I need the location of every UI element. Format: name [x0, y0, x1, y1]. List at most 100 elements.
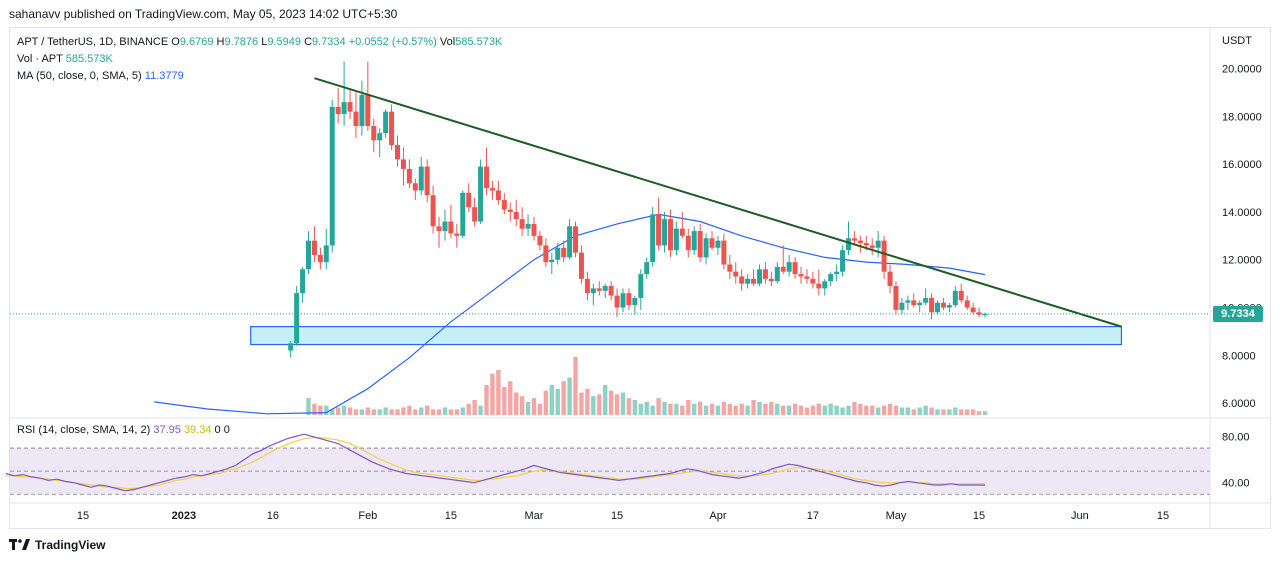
volume-bar	[579, 392, 584, 415]
volume-bar	[976, 411, 982, 415]
volume-bar	[697, 401, 703, 415]
volume-bar	[822, 405, 827, 415]
candle-body	[573, 226, 579, 253]
volume-bar	[407, 405, 412, 415]
candle-body	[578, 252, 584, 279]
symbol-label[interactable]: APT / TetherUS, 1D, BINANCE	[17, 36, 169, 48]
candle-body	[721, 240, 727, 265]
volume-bar	[875, 407, 881, 415]
volume-bar	[448, 409, 454, 415]
volume-bar	[614, 394, 620, 415]
volume-bar	[395, 409, 400, 415]
volume-bar	[347, 407, 353, 415]
volume-bar	[745, 405, 750, 415]
volume-bar	[442, 407, 448, 415]
volume-bar	[668, 403, 673, 415]
volume-bar	[460, 407, 465, 415]
candle-body	[620, 293, 626, 308]
candle-body	[875, 240, 881, 248]
candle-body	[341, 102, 347, 115]
candle-body	[561, 247, 567, 258]
candle-body	[513, 211, 519, 220]
descending-trendline[interactable]	[314, 77, 1122, 328]
close-value: 9.7334	[312, 36, 346, 48]
candle-body	[762, 269, 768, 279]
time-axis-tick: Feb	[358, 510, 377, 522]
rsi-line	[5, 433, 986, 492]
candle-body	[472, 207, 478, 222]
support-zone-rectangle[interactable]	[250, 326, 1123, 346]
candle-body	[774, 266, 780, 282]
volume-bar	[430, 409, 436, 415]
candle-body	[288, 343, 294, 351]
candle-body	[602, 286, 608, 291]
volume-row[interactable]: Vol · APT 585.573K	[17, 51, 502, 68]
open-value: 9.6769	[179, 36, 214, 48]
volume-bar	[964, 409, 970, 415]
time-axis-tick: 2023	[172, 510, 196, 522]
price-axis-currency: USDT	[1222, 35, 1252, 47]
candle-body	[335, 106, 341, 115]
volume-bar	[834, 405, 839, 415]
candle-body	[816, 283, 822, 289]
volume-bar	[389, 409, 394, 415]
candle-body	[662, 219, 668, 246]
volume-bar	[335, 407, 341, 415]
candle-body	[887, 271, 893, 287]
time-axis-tick: May	[886, 510, 907, 522]
volume-bar	[341, 405, 347, 415]
tradingview-logo[interactable]: TradingView	[9, 538, 105, 552]
volume-bar	[692, 403, 697, 415]
rsi-legend[interactable]: RSI (14, close, SMA, 14, 2) 37.95 39.34 …	[17, 424, 230, 436]
candle-body	[650, 214, 656, 263]
volume-bar	[757, 401, 762, 415]
volume-bar	[401, 407, 406, 415]
volume-bar	[775, 403, 780, 415]
ma-indicator-value: 11.3779	[144, 70, 184, 82]
candle-body	[733, 271, 739, 277]
ma-row[interactable]: MA (50, close, 0, SMA, 5) 11.3779	[17, 68, 502, 85]
volume-bar	[502, 386, 507, 415]
candle-body	[644, 262, 650, 275]
rsi-zero-a: 0	[214, 424, 221, 436]
volume-bar	[947, 409, 952, 415]
time-axis-tick: Mar	[525, 510, 544, 522]
candle-body	[614, 295, 620, 308]
rsi-axis-tick: 40.00	[1222, 478, 1250, 490]
volume-bar	[840, 407, 845, 415]
volume-bar	[786, 405, 792, 415]
candle-body	[460, 192, 466, 236]
vol-label: Vol	[439, 36, 456, 48]
volume-bar	[941, 409, 946, 415]
candle-body	[371, 125, 377, 141]
ma-indicator-label: MA (50, close, 0, SMA, 5)	[17, 70, 142, 82]
time-axis-tick: 17	[807, 510, 819, 522]
volume-bar	[424, 405, 430, 415]
tradingview-brand-text: TradingView	[35, 538, 106, 552]
candle-body	[484, 166, 490, 189]
volume-bar	[561, 381, 566, 415]
candle-body	[946, 305, 952, 308]
candle-body	[549, 259, 555, 263]
volume-bar	[573, 356, 578, 415]
volume-bar	[715, 405, 721, 415]
volume-bar	[519, 396, 525, 415]
time-axis-tick: 15	[77, 510, 89, 522]
candle-body	[596, 288, 602, 291]
volume-bar	[982, 411, 988, 415]
candle-body	[436, 226, 442, 232]
volume-bar	[763, 403, 768, 415]
candle-body	[923, 297, 929, 303]
chart-frame[interactable]	[9, 27, 1271, 529]
rsi-label: RSI (14, close, SMA, 14, 2)	[17, 424, 151, 436]
candle-body	[715, 240, 721, 248]
price-axis-tick: 20.0000	[1222, 64, 1262, 76]
volume-bar	[709, 403, 715, 415]
volume-bar	[567, 377, 572, 415]
volume-bar	[513, 392, 519, 415]
candle-body	[917, 302, 923, 306]
volume-bar	[970, 409, 976, 415]
candle-body	[798, 274, 804, 277]
volume-bar	[662, 401, 667, 415]
